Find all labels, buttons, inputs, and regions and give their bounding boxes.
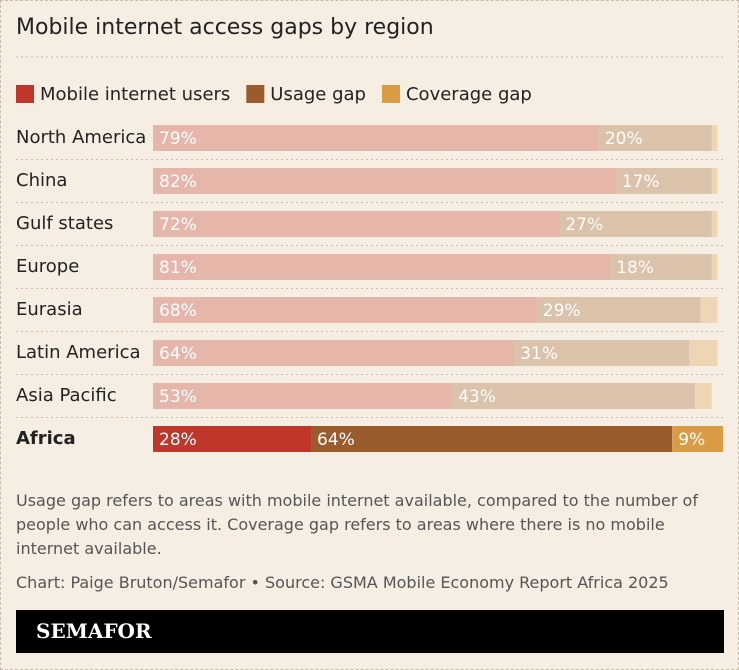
- value-label: 72%: [159, 215, 197, 235]
- category-label: Asia Pacific: [16, 385, 117, 406]
- value-label: 64%: [317, 430, 355, 450]
- bar-segment: [153, 125, 599, 151]
- bar-segment: [514, 340, 690, 366]
- value-label: 27%: [565, 215, 603, 235]
- value-label: 53%: [159, 387, 197, 407]
- brand: SEMAFOR: [16, 610, 724, 653]
- value-label: 79%: [159, 129, 197, 149]
- bar-segment: [711, 211, 718, 237]
- category-label: Africa: [16, 428, 76, 449]
- footnote: Usage gap refers to areas with mobile in…: [16, 491, 698, 558]
- legend-label: Usage gap: [270, 84, 366, 105]
- bar-segment: [711, 125, 718, 151]
- legend-swatch: [16, 85, 34, 103]
- bar-segment: [536, 297, 701, 323]
- bar-segment: [610, 254, 712, 280]
- category-label: Gulf states: [16, 213, 113, 234]
- bar-segment: [311, 426, 673, 452]
- bar-segment: [559, 211, 712, 237]
- category-label: North America: [16, 127, 146, 148]
- value-label: 17%: [622, 172, 660, 192]
- category-label: Latin America: [16, 342, 141, 363]
- legend-swatch: [381, 85, 400, 103]
- legend-swatch: [246, 85, 265, 103]
- bar-segment: [598, 125, 712, 151]
- value-label: 64%: [159, 344, 197, 364]
- bar-segment: [700, 297, 718, 323]
- value-label: 18%: [616, 258, 654, 278]
- credit: Chart: Paige Bruton/Semafor • Source: GS…: [16, 573, 669, 592]
- chart: Mobile internet access gaps by region Mo…: [16, 15, 723, 452]
- bar-segment: [452, 383, 695, 409]
- category-label: China: [16, 170, 67, 191]
- bar-segment: [694, 383, 712, 409]
- bar-segment: [711, 168, 718, 194]
- bar-segment: [153, 297, 537, 323]
- value-label: 20%: [605, 129, 643, 149]
- bar-segment: [711, 254, 718, 280]
- value-label: 82%: [159, 172, 197, 192]
- legend-label: Coverage gap: [406, 84, 532, 105]
- bar-segment: [672, 426, 723, 452]
- bar-segment: [153, 340, 515, 366]
- value-label: 43%: [458, 387, 496, 407]
- bar-segment: [153, 426, 312, 452]
- value-label: 28%: [159, 430, 197, 450]
- value-label: 9%: [678, 430, 705, 450]
- value-label: 29%: [543, 301, 581, 321]
- legend-label: Mobile internet users: [40, 84, 230, 105]
- bar-segment: [153, 168, 616, 194]
- value-label: 81%: [159, 258, 197, 278]
- bar-segment: [153, 383, 453, 409]
- bar-segment: [689, 340, 718, 366]
- bar-segment: [153, 254, 611, 280]
- category-label: Eurasia: [16, 299, 83, 320]
- chart-title: Mobile internet access gaps by region: [16, 15, 434, 40]
- bar-segment: [153, 211, 560, 237]
- value-label: 31%: [520, 344, 558, 364]
- bar-segment: [615, 168, 712, 194]
- category-label: Europe: [16, 256, 79, 277]
- value-label: 68%: [159, 301, 197, 321]
